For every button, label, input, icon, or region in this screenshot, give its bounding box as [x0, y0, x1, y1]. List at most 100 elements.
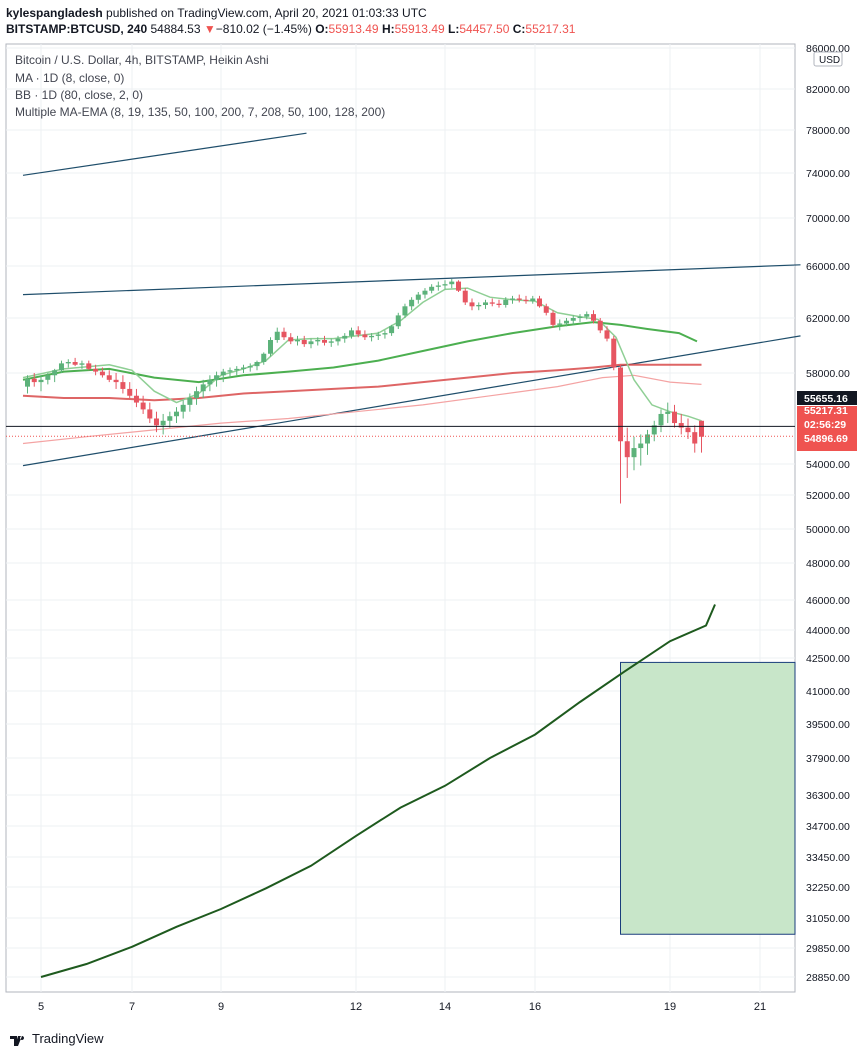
candle-body: [510, 298, 515, 300]
tradingview-logo[interactable]: TradingView: [10, 1031, 104, 1046]
y-tick-label: 74000.00: [806, 168, 850, 180]
candle-body: [577, 316, 583, 318]
open-label: O:: [315, 22, 329, 36]
last-price: 54884.53: [150, 22, 201, 36]
candle-body: [389, 326, 395, 334]
candle-body: [241, 367, 246, 369]
candle-body: [442, 284, 448, 286]
candle-body: [537, 298, 542, 307]
y-tick-label: 66000.00: [806, 261, 850, 273]
bb-basis-line: [22, 363, 702, 402]
candle-body: [564, 320, 569, 324]
candle-body: [678, 423, 684, 428]
candle-body: [65, 362, 71, 364]
candle-body: [220, 371, 226, 376]
price-tag-close: [797, 406, 857, 451]
tradingview-brand: TradingView: [32, 1031, 104, 1046]
legend-ma[interactable]: MA · 1D (8, close, 0): [15, 71, 125, 85]
y-tick-label: 62000.00: [806, 313, 850, 325]
candle-body: [31, 378, 37, 383]
candle-body: [382, 333, 388, 335]
publish-line: kylespangladesh published on TradingView…: [6, 6, 427, 20]
candle-body: [120, 382, 126, 389]
candle-body: [550, 312, 556, 325]
candle-body: [52, 370, 58, 376]
candle-body: [489, 302, 495, 304]
candle-body: [58, 363, 64, 371]
candle-body: [699, 420, 704, 437]
candle-body: [584, 314, 590, 317]
y-tick-label: 36300.00: [806, 790, 850, 802]
y-tick-label: 54000.00: [806, 459, 850, 471]
change-arrow-icon: ▼: [203, 22, 216, 36]
candle-body: [685, 427, 691, 433]
candle-body: [462, 290, 468, 303]
author-name[interactable]: kylespangladesh: [6, 6, 103, 20]
candle-body: [45, 375, 51, 380]
candle-body: [174, 411, 179, 417]
candle-body: [395, 315, 401, 327]
candle-body: [604, 330, 610, 339]
candle-body: [281, 331, 287, 338]
y-tick-label: 39500.00: [806, 719, 850, 731]
candle-body: [322, 340, 327, 343]
price-tag-text: 02:56:29: [804, 419, 846, 431]
candle-body: [516, 298, 522, 300]
candle-body: [665, 411, 671, 414]
price-tag-text: 54896.69: [804, 433, 848, 445]
candle-body: [308, 341, 314, 345]
candle-body: [200, 384, 206, 392]
candle-body: [194, 391, 200, 399]
candle-body: [106, 375, 112, 380]
candle-body: [335, 338, 341, 342]
close-label: C:: [512, 22, 526, 36]
y-tick-label: 44000.00: [806, 625, 850, 637]
high-label: H:: [381, 22, 395, 36]
candle-body: [342, 335, 348, 339]
candle-body: [435, 285, 441, 287]
legend-multiple-ma-ema[interactable]: Multiple MA-EMA (8, 19, 135, 50, 100, 20…: [15, 105, 386, 119]
candle-body: [672, 411, 677, 424]
change-value: −810.02 (−1.45%): [215, 22, 312, 36]
candle-body: [402, 306, 408, 316]
low-label: L:: [448, 22, 460, 36]
candle-body: [483, 302, 488, 305]
candle-body: [25, 378, 30, 387]
tradingview-logo-icon: [10, 1035, 25, 1046]
candle-body: [651, 425, 657, 435]
y-tick-label: 52000.00: [806, 490, 850, 502]
x-tick-label: 21: [754, 1001, 766, 1013]
ema-light-red-line: [22, 374, 702, 445]
candle-body: [133, 395, 139, 403]
legend-bb[interactable]: BB · 1D (80, close, 2, 0): [15, 88, 144, 102]
candle-body: [328, 341, 334, 343]
candle-body: [543, 306, 549, 313]
candle-body: [295, 340, 300, 342]
y-tick-label: 78000.00: [806, 125, 850, 137]
candle-body: [127, 388, 133, 396]
candle-body: [234, 368, 240, 371]
candle-body: [530, 298, 536, 302]
candle-body: [72, 362, 78, 365]
x-tick-label: 9: [218, 1001, 224, 1013]
y-tick-label: 46000.00: [806, 595, 850, 607]
x-tick-label: 14: [439, 1001, 451, 1013]
candle-body: [503, 299, 509, 305]
candle-body: [456, 281, 461, 291]
candle-body: [645, 434, 650, 444]
candle-body: [422, 290, 428, 295]
y-tick-label: 50000.00: [806, 524, 850, 536]
trendline: [22, 132, 307, 176]
currency-label: USD: [819, 55, 840, 66]
candle-body: [147, 409, 153, 419]
close-value: 55217.31: [525, 22, 576, 36]
candle-body: [611, 338, 617, 368]
low-value: 54457.50: [459, 22, 510, 36]
candle-body: [79, 363, 85, 365]
currency-badge: [813, 51, 843, 67]
y-tick-label: 48000.00: [806, 558, 850, 570]
candle-body: [207, 379, 213, 385]
y-tick-label: 28850.00: [806, 972, 850, 984]
candle-body: [523, 299, 529, 302]
